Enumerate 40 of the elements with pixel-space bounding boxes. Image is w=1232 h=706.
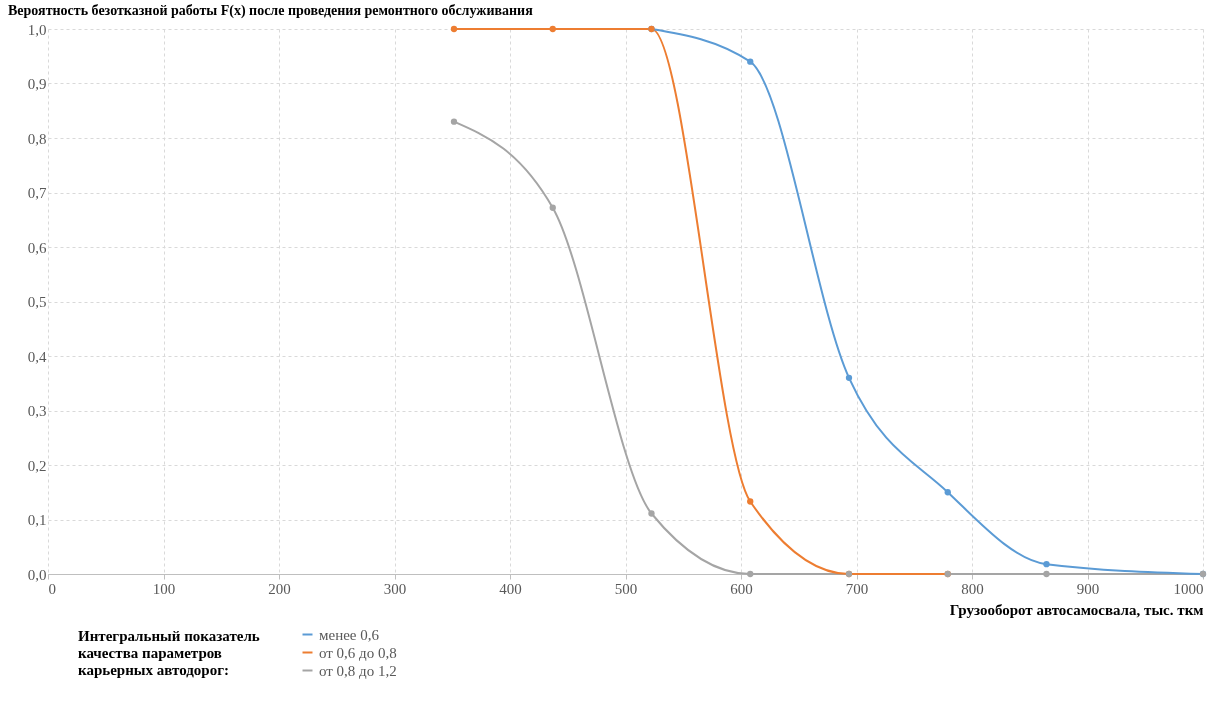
x-tick-label: 400 xyxy=(499,580,522,597)
point xyxy=(549,204,556,211)
y-tick-label: 0,2 xyxy=(27,457,47,474)
point xyxy=(944,489,951,496)
point xyxy=(747,570,754,578)
y-tick-label: 0,1 xyxy=(27,512,47,528)
legend-label: менее 0,6 xyxy=(319,626,380,643)
y-tick-label: 0,3 xyxy=(27,403,47,419)
point xyxy=(450,25,458,33)
point xyxy=(845,374,853,381)
legend-label: от 0,8 до 1,2 xyxy=(319,662,397,679)
point xyxy=(1043,561,1050,568)
x-tick-label: 900 xyxy=(1076,580,1100,597)
y-tick-label: 0,6 xyxy=(27,239,47,256)
point xyxy=(648,510,655,517)
x-tick-label: 700 xyxy=(845,580,869,597)
y-tick-label: 0,4 xyxy=(27,348,47,365)
y-tick-label: 1,0 xyxy=(27,21,47,38)
point xyxy=(747,498,754,505)
y-tick-label: 0,5 xyxy=(27,294,47,310)
x-tick-label: 200 xyxy=(268,580,291,597)
legend-label: от 0,6 до 0,8 xyxy=(319,644,397,661)
point xyxy=(549,25,556,33)
x-tick-label: 1000 xyxy=(1173,580,1204,597)
y-tick-label: 0,7 xyxy=(27,185,47,201)
x-tick-label: 600 xyxy=(730,580,753,597)
point xyxy=(1043,570,1050,578)
x-axis-title: Грузооборот автосамосвала, тыс. ткм xyxy=(949,601,1204,618)
x-tick-label: 0 xyxy=(48,580,56,597)
y-tick-label: 0,8 xyxy=(27,130,47,147)
point xyxy=(450,118,458,125)
chart-title: Вероятность безотказной работы F(x) после проведения ремонтного обслуживания xyxy=(8,3,534,19)
y-tick-label: 0,9 xyxy=(27,76,47,92)
legend-title: Интегральный показатель качества параметров карьерных автодорог: xyxy=(78,628,260,678)
x-tick-label: 800 xyxy=(961,580,984,597)
y-tick-label: 0,0 xyxy=(27,566,47,583)
x-tick-label: 100 xyxy=(152,580,176,597)
x-tick-label: 500 xyxy=(614,580,638,597)
point xyxy=(747,58,754,65)
x-tick-label: 300 xyxy=(383,580,407,597)
